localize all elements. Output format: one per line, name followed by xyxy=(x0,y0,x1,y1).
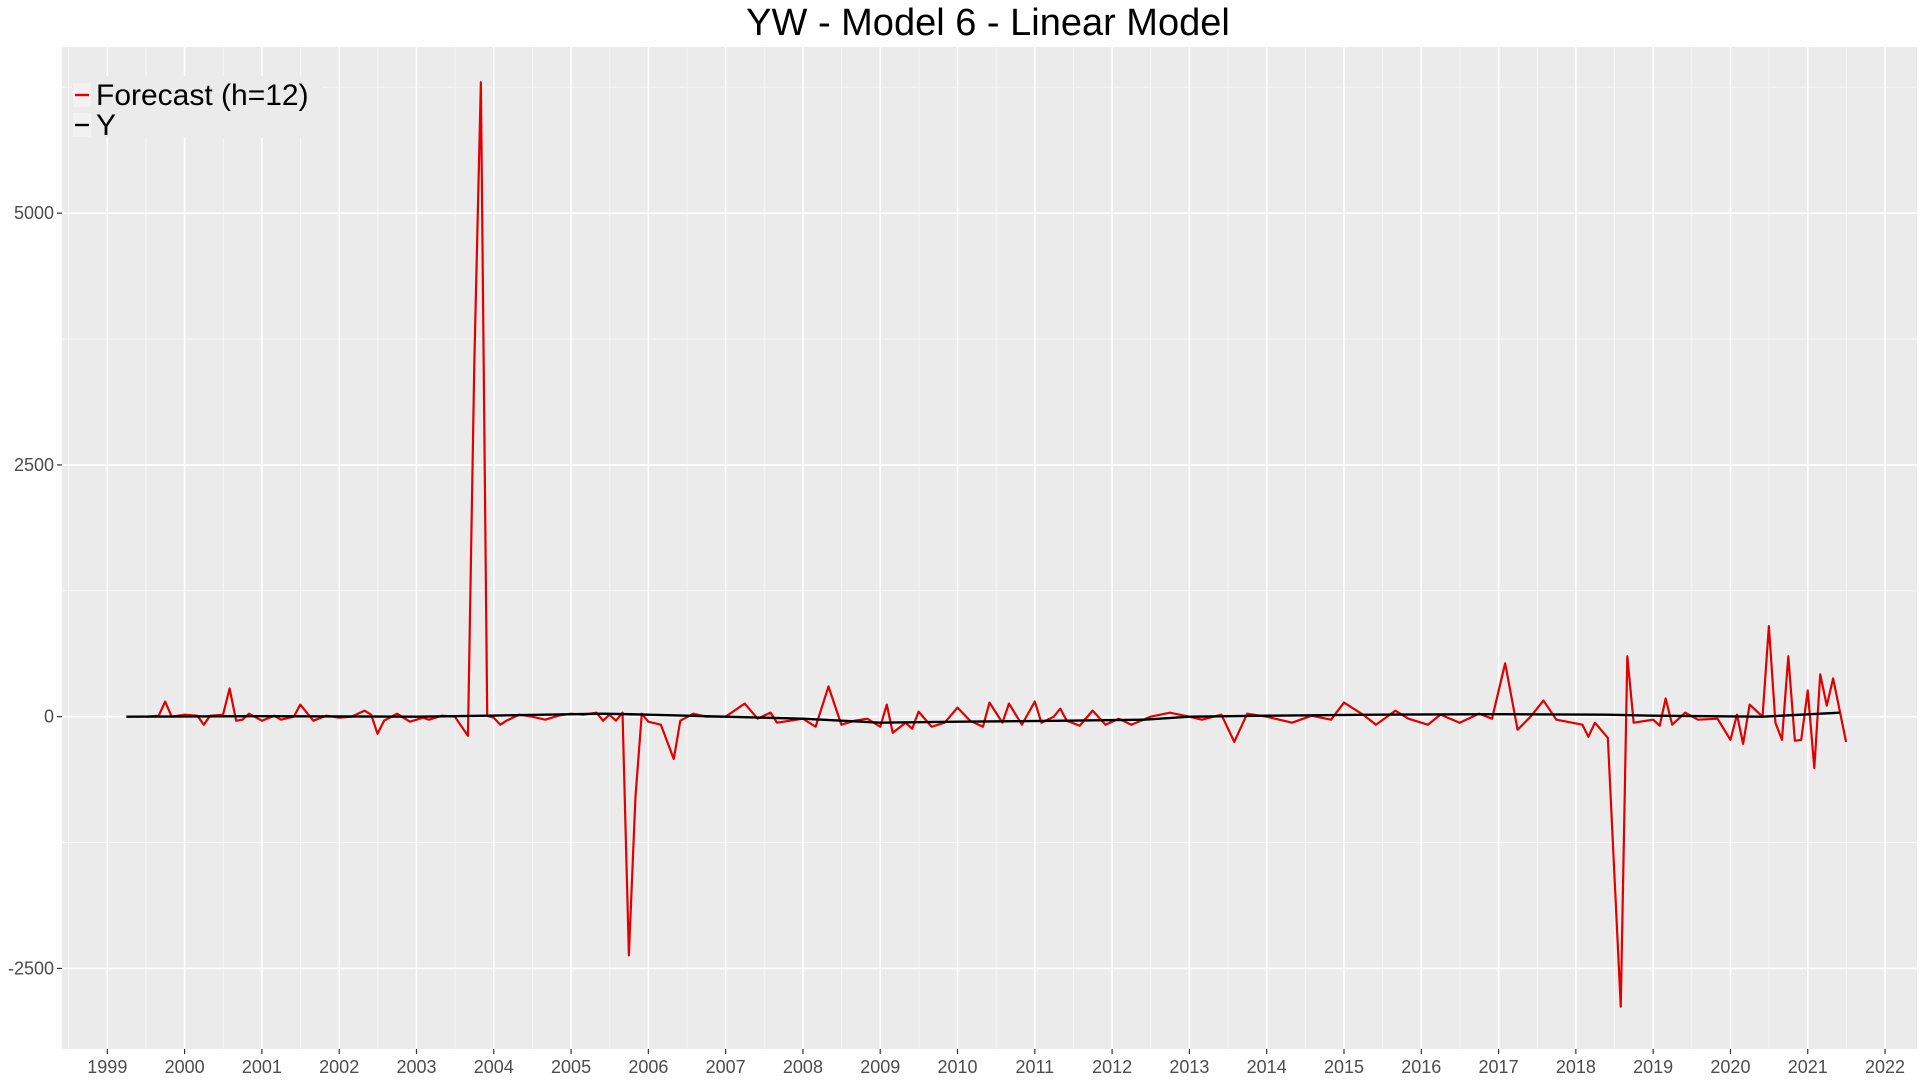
legend-label-y: Y xyxy=(96,109,116,142)
plot-panel xyxy=(62,47,1917,1049)
x-tick-label: 2012 xyxy=(1092,1057,1132,1077)
y-tick-label: 2500 xyxy=(14,455,54,475)
x-tick-label: 2007 xyxy=(706,1057,746,1077)
y-tick-label: -2500 xyxy=(8,958,54,978)
legend-background xyxy=(72,76,322,138)
x-tick-label: 2018 xyxy=(1556,1057,1596,1077)
x-tick-label: 2008 xyxy=(783,1057,823,1077)
y-tick-label: 5000 xyxy=(14,203,54,223)
x-axis: 1999 2000 2001 2002 2003 2004 2005 2006 2007 2008… xyxy=(87,1049,1905,1077)
x-tick-label: 2004 xyxy=(474,1057,514,1077)
x-tick-label: 2016 xyxy=(1401,1057,1441,1077)
y-tick-label: 0 xyxy=(44,707,54,727)
y-axis: -2500 0 2500 5000 xyxy=(8,203,62,978)
minor-gridlines xyxy=(62,47,1917,1049)
x-tick-label: 2013 xyxy=(1169,1057,1209,1077)
series-layer xyxy=(126,81,1848,1008)
x-tick-label: 2005 xyxy=(551,1057,591,1077)
x-tick-label: 2011 xyxy=(1015,1057,1054,1077)
x-tick-label: 2002 xyxy=(319,1057,359,1077)
x-tick-label: 2006 xyxy=(628,1057,668,1077)
x-tick-label: 2021 xyxy=(1788,1057,1828,1077)
x-tick-label: 2022 xyxy=(1865,1057,1905,1077)
major-gridlines xyxy=(62,47,1917,1049)
x-tick-label: 2019 xyxy=(1633,1057,1673,1077)
x-tick-label: 2017 xyxy=(1479,1057,1519,1077)
legend-label-forecast: Forecast (h=12) xyxy=(96,79,309,112)
x-tick-label: 2009 xyxy=(860,1057,900,1077)
x-tick-label: 2014 xyxy=(1247,1057,1287,1077)
x-tick-label: 2020 xyxy=(1710,1057,1750,1077)
legend: Forecast (h=12)Y xyxy=(72,76,322,142)
x-tick-label: 2015 xyxy=(1324,1057,1364,1077)
x-tick-label: 2010 xyxy=(938,1057,978,1077)
x-tick-label: 2003 xyxy=(396,1057,436,1077)
chart-title: YW - Model 6 - Linear Model xyxy=(746,2,1230,44)
x-tick-label: 1999 xyxy=(87,1057,127,1077)
series-line-y xyxy=(126,711,1840,724)
x-tick-label: 2000 xyxy=(165,1057,205,1077)
x-tick-label: 2001 xyxy=(242,1057,282,1077)
